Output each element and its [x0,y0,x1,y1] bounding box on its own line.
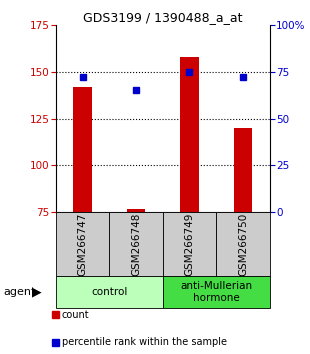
Bar [56,212,109,276]
Bar [234,128,252,212]
Text: count: count [62,310,90,320]
Bar [163,212,216,276]
Text: GSM266750: GSM266750 [238,213,248,276]
Bar [216,212,270,276]
Title: GDS3199 / 1390488_a_at: GDS3199 / 1390488_a_at [83,11,242,24]
Bar [180,57,199,212]
Bar [73,87,92,212]
Bar [163,276,270,308]
Text: control: control [91,287,127,297]
Text: GSM266748: GSM266748 [131,212,141,276]
Bar [109,212,163,276]
Bar [52,312,59,318]
Text: GSM266747: GSM266747 [78,212,87,276]
Bar [56,276,163,308]
Bar [127,209,145,212]
Text: agent: agent [3,287,35,297]
Text: ▶: ▶ [32,286,42,298]
Text: anti-Mullerian
hormone: anti-Mullerian hormone [180,281,252,303]
Bar [52,339,59,346]
Text: GSM266749: GSM266749 [184,212,194,276]
Text: percentile rank within the sample: percentile rank within the sample [62,337,227,348]
